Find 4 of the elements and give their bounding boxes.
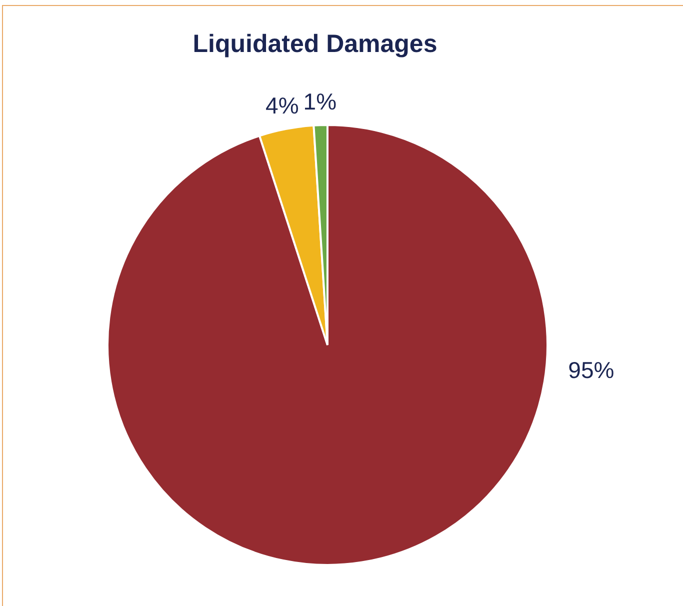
data-label: 1%	[303, 88, 337, 114]
data-label: 95%	[568, 356, 614, 383]
chart-title: Liquidated Damages	[192, 30, 438, 59]
data-label: 4%	[266, 92, 299, 119]
